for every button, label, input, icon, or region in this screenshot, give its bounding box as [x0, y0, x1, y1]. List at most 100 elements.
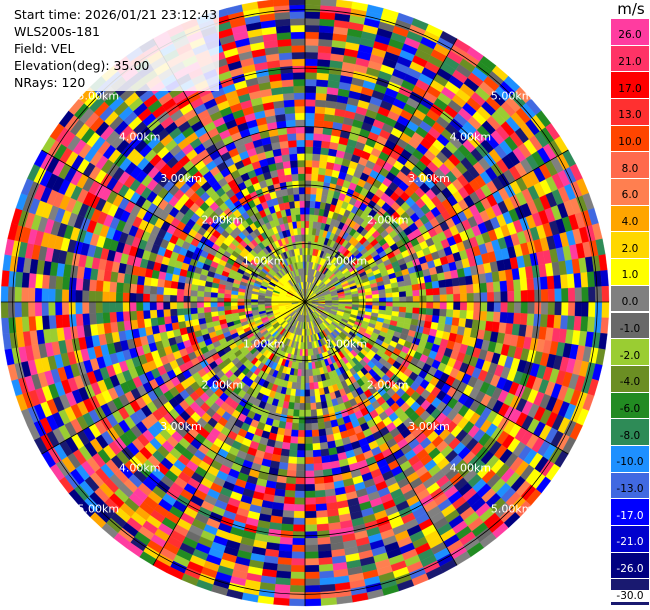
- velocity-gate: [237, 301, 245, 306]
- velocity-gate: [294, 497, 306, 505]
- velocity-gate: [1, 317, 10, 334]
- velocity-gate: [304, 153, 313, 161]
- velocity-gate: [546, 275, 555, 290]
- velocity-gate: [299, 403, 306, 411]
- velocity-gate: [287, 456, 298, 465]
- velocity-gate: [48, 301, 56, 316]
- velocity-gate: [304, 369, 310, 377]
- velocity-gate: [419, 295, 427, 303]
- velocity-gate: [411, 283, 420, 291]
- velocity-gate: [311, 422, 319, 431]
- velocity-gate: [520, 290, 529, 303]
- velocity-gate: [190, 295, 198, 303]
- velocity-gate: [493, 291, 502, 303]
- velocity-gate: [282, 435, 292, 444]
- velocity-gate: [210, 296, 218, 303]
- velocity-gate: [580, 316, 589, 332]
- velocity-gate: [302, 349, 306, 357]
- velocity-gate: [136, 275, 146, 286]
- velocity-gate: [322, 414, 331, 423]
- velocity-gate: [75, 277, 84, 291]
- velocity-gate: [458, 276, 467, 286]
- velocity-gate: [275, 570, 292, 579]
- velocity-gate: [445, 286, 454, 295]
- velocity-gate: [317, 45, 332, 54]
- velocity-gate: [458, 318, 467, 328]
- velocity-gate: [300, 382, 306, 390]
- velocity-gate: [184, 319, 193, 328]
- velocity-gate: [217, 306, 225, 312]
- velocity-gate: [21, 301, 29, 317]
- velocity-gate: [7, 286, 16, 303]
- velocity-gate: [304, 227, 310, 235]
- velocity-gate: [88, 279, 97, 292]
- velocity-gate: [319, 154, 329, 163]
- velocity-gate: [318, 570, 335, 579]
- velocity-gate: [95, 279, 104, 292]
- velocity-gate: [527, 289, 535, 303]
- velocity-gate: [292, 531, 306, 539]
- velocity-gate: [479, 311, 488, 322]
- velocity-gate: [417, 276, 426, 285]
- velocity-gate: [61, 314, 71, 328]
- velocity-gate: [27, 301, 36, 317]
- velocity-gate: [540, 289, 549, 303]
- velocity-gate: [419, 301, 427, 309]
- velocity-gate: [507, 290, 515, 303]
- velocity-gate: [459, 309, 468, 320]
- velocity-gate: [21, 287, 29, 303]
- velocity-gate: [183, 307, 191, 315]
- velocity-gate: [304, 31, 320, 40]
- velocity-gate: [309, 382, 315, 390]
- velocity-gate: [108, 301, 117, 313]
- velocity-gate: [365, 294, 373, 299]
- velocity-gate: [566, 273, 576, 289]
- velocity-gate: [526, 313, 535, 327]
- velocity-gate: [162, 301, 171, 310]
- velocity-gate: [230, 297, 238, 303]
- velocity-gate: [75, 289, 83, 303]
- velocity-gate: [405, 307, 414, 314]
- velocity-gate: [372, 294, 380, 299]
- velocity-gate: [129, 301, 137, 312]
- velocity-gate: [304, 450, 314, 458]
- velocity-gate: [372, 297, 380, 303]
- velocity-gate: [451, 277, 460, 287]
- velocity-gate: [217, 310, 226, 316]
- velocity-gate: [296, 450, 306, 458]
- velocity-gate: [315, 99, 327, 108]
- velocity-gate: [178, 320, 187, 329]
- velocity-gate: [282, 503, 295, 512]
- velocity-gate: [321, 455, 331, 464]
- velocity-gate: [68, 313, 77, 327]
- velocity-gate: [123, 320, 132, 331]
- velocity-gate: [446, 294, 454, 303]
- velocity-gate: [169, 287, 178, 296]
- velocity-gate: [280, 530, 294, 539]
- velocity-gate: [304, 220, 310, 228]
- velocity-gate: [68, 301, 76, 315]
- velocity-gate: [297, 436, 306, 445]
- velocity-gate: [197, 312, 206, 320]
- velocity-gate: [310, 187, 318, 195]
- velocity-gate: [304, 200, 311, 208]
- velocity-gate: [299, 396, 306, 404]
- velocity-gate: [285, 476, 296, 485]
- velocity-gate: [439, 287, 447, 296]
- velocity-gate: [594, 301, 603, 318]
- velocity-gate: [287, 463, 297, 471]
- velocity-gate: [553, 314, 562, 329]
- velocity-gate: [588, 301, 596, 318]
- velocity-gate: [102, 280, 111, 292]
- velocity-gate: [291, 551, 306, 559]
- velocity-gate: [294, 490, 306, 499]
- velocity-gate: [284, 489, 296, 498]
- velocity-gate: [385, 306, 393, 312]
- velocity-gate: [123, 273, 132, 284]
- velocity-gate: [210, 301, 218, 308]
- velocity-gate: [317, 58, 331, 68]
- velocity-gate: [480, 301, 488, 312]
- velocity-gate: [304, 146, 314, 154]
- velocity-gate: [391, 287, 400, 293]
